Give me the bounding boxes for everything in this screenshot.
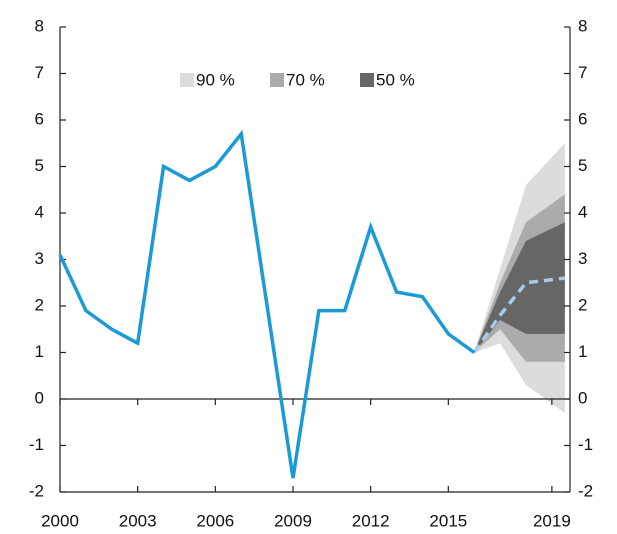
y-tick-label: 8 (35, 16, 44, 35)
forecast-line (472, 276, 566, 354)
y-tick-label: 2 (35, 295, 44, 314)
y-tick-label: 4 (35, 202, 44, 221)
y-tick-label: 3 (35, 249, 44, 268)
x-tick-label: 2000 (41, 511, 79, 530)
x-tick-label: 2015 (429, 511, 467, 530)
y-tick-label: 6 (35, 109, 44, 128)
y2-tick-label: 2 (578, 295, 587, 314)
y2-tick-label: -2 (578, 481, 593, 500)
y-tick-label: 5 (35, 156, 44, 175)
y2-tick-label: 1 (578, 342, 587, 361)
fan-band (474, 222, 565, 353)
legend-swatch (360, 73, 374, 87)
x-tick-label: 2006 (196, 511, 234, 530)
y2-tick-label: 4 (578, 202, 587, 221)
y2-tick-label: -1 (578, 435, 593, 454)
legend-swatch (180, 73, 194, 87)
y-tick-label: 7 (35, 63, 44, 82)
y2-tick-label: 5 (578, 156, 587, 175)
y2-tick-label: 7 (578, 63, 587, 82)
history-line (58, 129, 476, 479)
y-tick-label: -2 (29, 481, 44, 500)
x-tick-label: 2003 (119, 511, 157, 530)
x-tick-label: 2019 (533, 511, 571, 530)
legend-label: 90 % (196, 70, 235, 89)
y2-tick-label: 6 (578, 109, 587, 128)
legend-label: 50 % (376, 70, 415, 89)
x-tick-label: 2012 (352, 511, 390, 530)
legend-label: 70 % (286, 70, 325, 89)
y-tick-label: -1 (29, 435, 44, 454)
y2-tick-label: 8 (578, 16, 587, 35)
x-tick-label: 2009 (274, 511, 312, 530)
y-tick-label: 0 (35, 388, 44, 407)
y-tick-label: 1 (35, 342, 44, 361)
y2-tick-label: 3 (578, 249, 587, 268)
y2-tick-label: 0 (578, 388, 587, 407)
legend-swatch (270, 73, 284, 87)
